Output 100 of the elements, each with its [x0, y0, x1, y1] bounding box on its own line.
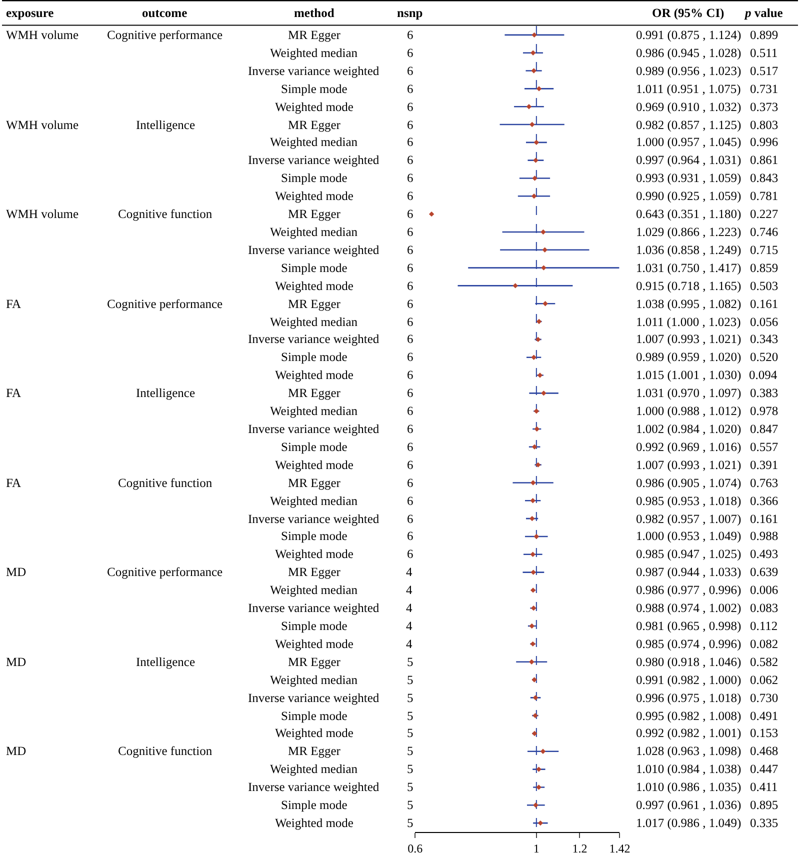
- text: 6: [407, 512, 414, 526]
- y-tick-label: Weighted median: [270, 135, 358, 149]
- text: 0.383: [750, 386, 778, 400]
- text: 5: [407, 780, 414, 794]
- point: [542, 247, 548, 252]
- point: [512, 283, 518, 288]
- point: [531, 354, 536, 360]
- text: 4: [406, 565, 413, 579]
- text: 0.899: [750, 28, 778, 42]
- data-label: 0.985 (0.947 , 1.025): [636, 547, 742, 561]
- text: Cognitive performance: [107, 297, 224, 311]
- data-label: 0.985 (0.974 , 0.996): [636, 637, 742, 651]
- text: 0.895: [750, 798, 778, 812]
- data-label: 0.982 (0.957 , 1.007): [636, 512, 742, 526]
- text: FA: [6, 386, 22, 400]
- data-label: 0.991 (0.982 , 1.000): [636, 673, 742, 687]
- point: [534, 534, 540, 540]
- point: [529, 623, 534, 629]
- text: 0.557: [750, 440, 778, 454]
- text: 0.847: [750, 422, 778, 436]
- text: method: [294, 6, 334, 20]
- text: 6: [407, 207, 414, 221]
- y-tick-label: Weighted mode: [275, 368, 354, 382]
- y-tick-label: Simple mode: [281, 529, 348, 543]
- text: 0.083: [750, 601, 778, 615]
- point: [532, 444, 538, 450]
- text: WMH volume: [6, 118, 80, 132]
- text: MD: [6, 744, 26, 758]
- data-label: 0.991 (0.875 , 1.124): [636, 28, 742, 42]
- y-tick-label: Weighted mode: [275, 100, 354, 114]
- data-label: 1.038 (0.995 , 1.082): [636, 297, 742, 311]
- y-tick-label: Weighted mode: [275, 189, 354, 203]
- text: 0.491: [750, 709, 778, 723]
- text: 4: [406, 619, 413, 633]
- text: 0.335: [750, 816, 778, 830]
- text: Intelligence: [136, 655, 196, 669]
- text: Cognitive function: [118, 744, 213, 758]
- point: [534, 140, 540, 146]
- data-label: 1.017 (0.986 , 1.049): [636, 816, 742, 830]
- text: 0.161: [750, 512, 778, 526]
- point: [532, 176, 538, 181]
- y-tick-label: Inverse variance weighted: [248, 422, 380, 436]
- text: 0.447: [750, 762, 778, 776]
- text: 6: [407, 368, 414, 382]
- data-label: 0.915 (0.718 , 1.165): [636, 279, 742, 293]
- point: [531, 68, 536, 74]
- data-label: 0.988 (0.974 , 1.002): [636, 601, 742, 615]
- y-tick-label: Weighted median: [270, 225, 358, 239]
- y-tick-label: Inverse variance weighted: [248, 153, 380, 167]
- point: [531, 194, 537, 199]
- text: 6: [407, 64, 414, 78]
- text: 0.056: [750, 315, 778, 329]
- text: 6: [407, 547, 414, 561]
- y-tick-label: Simple mode: [281, 171, 348, 185]
- data-label: 0.989 (0.959 , 1.020): [636, 350, 742, 364]
- text: 0.746: [750, 225, 778, 239]
- text: 6: [407, 476, 414, 490]
- text: 6: [407, 118, 414, 132]
- data-label: 1.011 (0.951 , 1.075): [636, 82, 741, 96]
- text: 0.062: [750, 673, 778, 687]
- text: 0.082: [750, 637, 778, 651]
- text: 6: [407, 135, 414, 149]
- text: outcome: [142, 6, 188, 20]
- y-tick-label: Weighted mode: [275, 279, 354, 293]
- text: 6: [407, 494, 414, 508]
- data-label: 1.029 (0.866 , 1.223): [636, 225, 742, 239]
- text: 5: [407, 726, 414, 740]
- text: 0.582: [750, 655, 778, 669]
- y-tick-label: Weighted median: [270, 762, 358, 776]
- text: 6: [407, 422, 414, 436]
- text: FA: [6, 297, 22, 311]
- data-label: 0.992 (0.969 , 1.016): [636, 440, 742, 454]
- data-label: 1.002 (0.984 , 1.020): [636, 422, 742, 436]
- data-label: 1.000 (0.988 , 1.012): [636, 404, 742, 418]
- data-label: 0.986 (0.977 , 0.996): [636, 583, 742, 597]
- text: 6: [407, 189, 414, 203]
- point: [542, 301, 548, 306]
- text: 0.715: [750, 243, 778, 257]
- text: 0.366: [750, 494, 778, 508]
- text: 6: [407, 404, 414, 418]
- y-tick-label: MR Egger: [288, 28, 342, 42]
- data-label: 1.007 (0.993 , 1.021): [636, 332, 742, 346]
- point: [536, 86, 542, 92]
- text: 0.731: [750, 82, 778, 96]
- y-tick-label: MR Egger: [288, 207, 342, 221]
- point: [533, 158, 538, 163]
- y-tick-label: Simple mode: [281, 619, 348, 633]
- text: 6: [407, 243, 414, 257]
- text: 6: [407, 315, 414, 329]
- point: [530, 122, 535, 128]
- text: 0.112: [750, 619, 778, 633]
- text: 4: [406, 637, 413, 651]
- y-tick-label: Weighted median: [270, 404, 358, 418]
- text: Intelligence: [136, 386, 196, 400]
- y-tick-label: MR Egger: [288, 386, 342, 400]
- y-tick-label: Simple mode: [281, 709, 348, 723]
- text: 0.763: [750, 476, 778, 490]
- text: FA: [6, 476, 22, 490]
- y-tick-label: Simple mode: [281, 82, 348, 96]
- text: 0.803: [750, 118, 778, 132]
